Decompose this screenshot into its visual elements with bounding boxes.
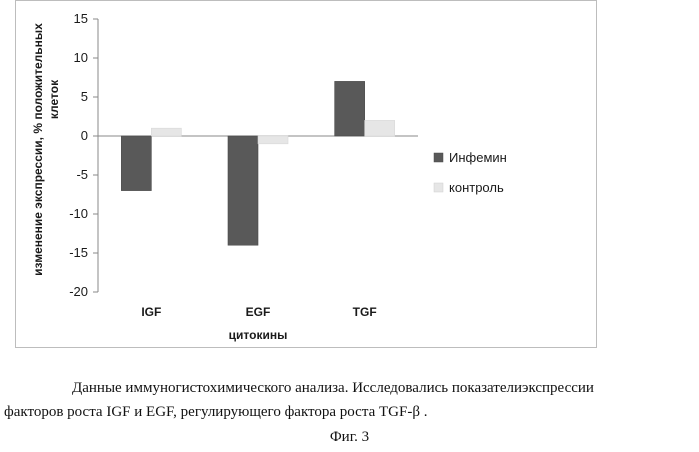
bar-egf-series-1	[228, 136, 258, 245]
x-category-label: EGF	[246, 305, 271, 319]
bar-egf-series-2	[258, 136, 288, 144]
legend-swatch	[434, 183, 443, 192]
y-axis-title-line-2: клеток	[47, 79, 61, 119]
y-tick-label: -20	[69, 284, 88, 299]
figure-label: Фиг. 3	[0, 429, 699, 446]
y-tick-label: 10	[74, 50, 88, 65]
y-tick-label: 0	[81, 128, 88, 143]
bar-tgf-series-1	[335, 81, 365, 136]
y-tick-label: -5	[76, 167, 88, 182]
x-category-label: IGF	[141, 305, 161, 319]
legend-label: Инфемин	[449, 150, 507, 165]
caption-line-1: Данные иммуногистохимического анализа. И…	[0, 376, 699, 400]
bar-igf-series-1	[121, 136, 151, 191]
x-category-label: TGF	[353, 305, 377, 319]
legend-label: контроль	[449, 180, 504, 195]
bar-chart: -20 -15 -10 -5 0 5 10 15 IGF EGF TGF цитокины измене…	[16, 1, 598, 349]
caption-line-2: факторов роста IGF и EGF, регулирующего …	[0, 400, 699, 424]
y-tick-label: -15	[69, 245, 88, 260]
bar-igf-series-2	[151, 128, 181, 136]
chart-frame: -20 -15 -10 -5 0 5 10 15 IGF EGF TGF цитокины измене…	[15, 0, 597, 348]
y-tick-label: 15	[74, 11, 88, 26]
legend-swatch	[434, 153, 443, 162]
figure-caption: Данные иммуногистохимического анализа. И…	[0, 376, 699, 424]
bar-tgf-series-2	[365, 120, 395, 136]
y-tick-label: 5	[81, 89, 88, 104]
y-axis-title-line-1: изменение экспрессии, % положительных	[31, 23, 45, 276]
y-tick-label: -10	[69, 206, 88, 221]
x-axis-title: цитокины	[229, 328, 288, 342]
